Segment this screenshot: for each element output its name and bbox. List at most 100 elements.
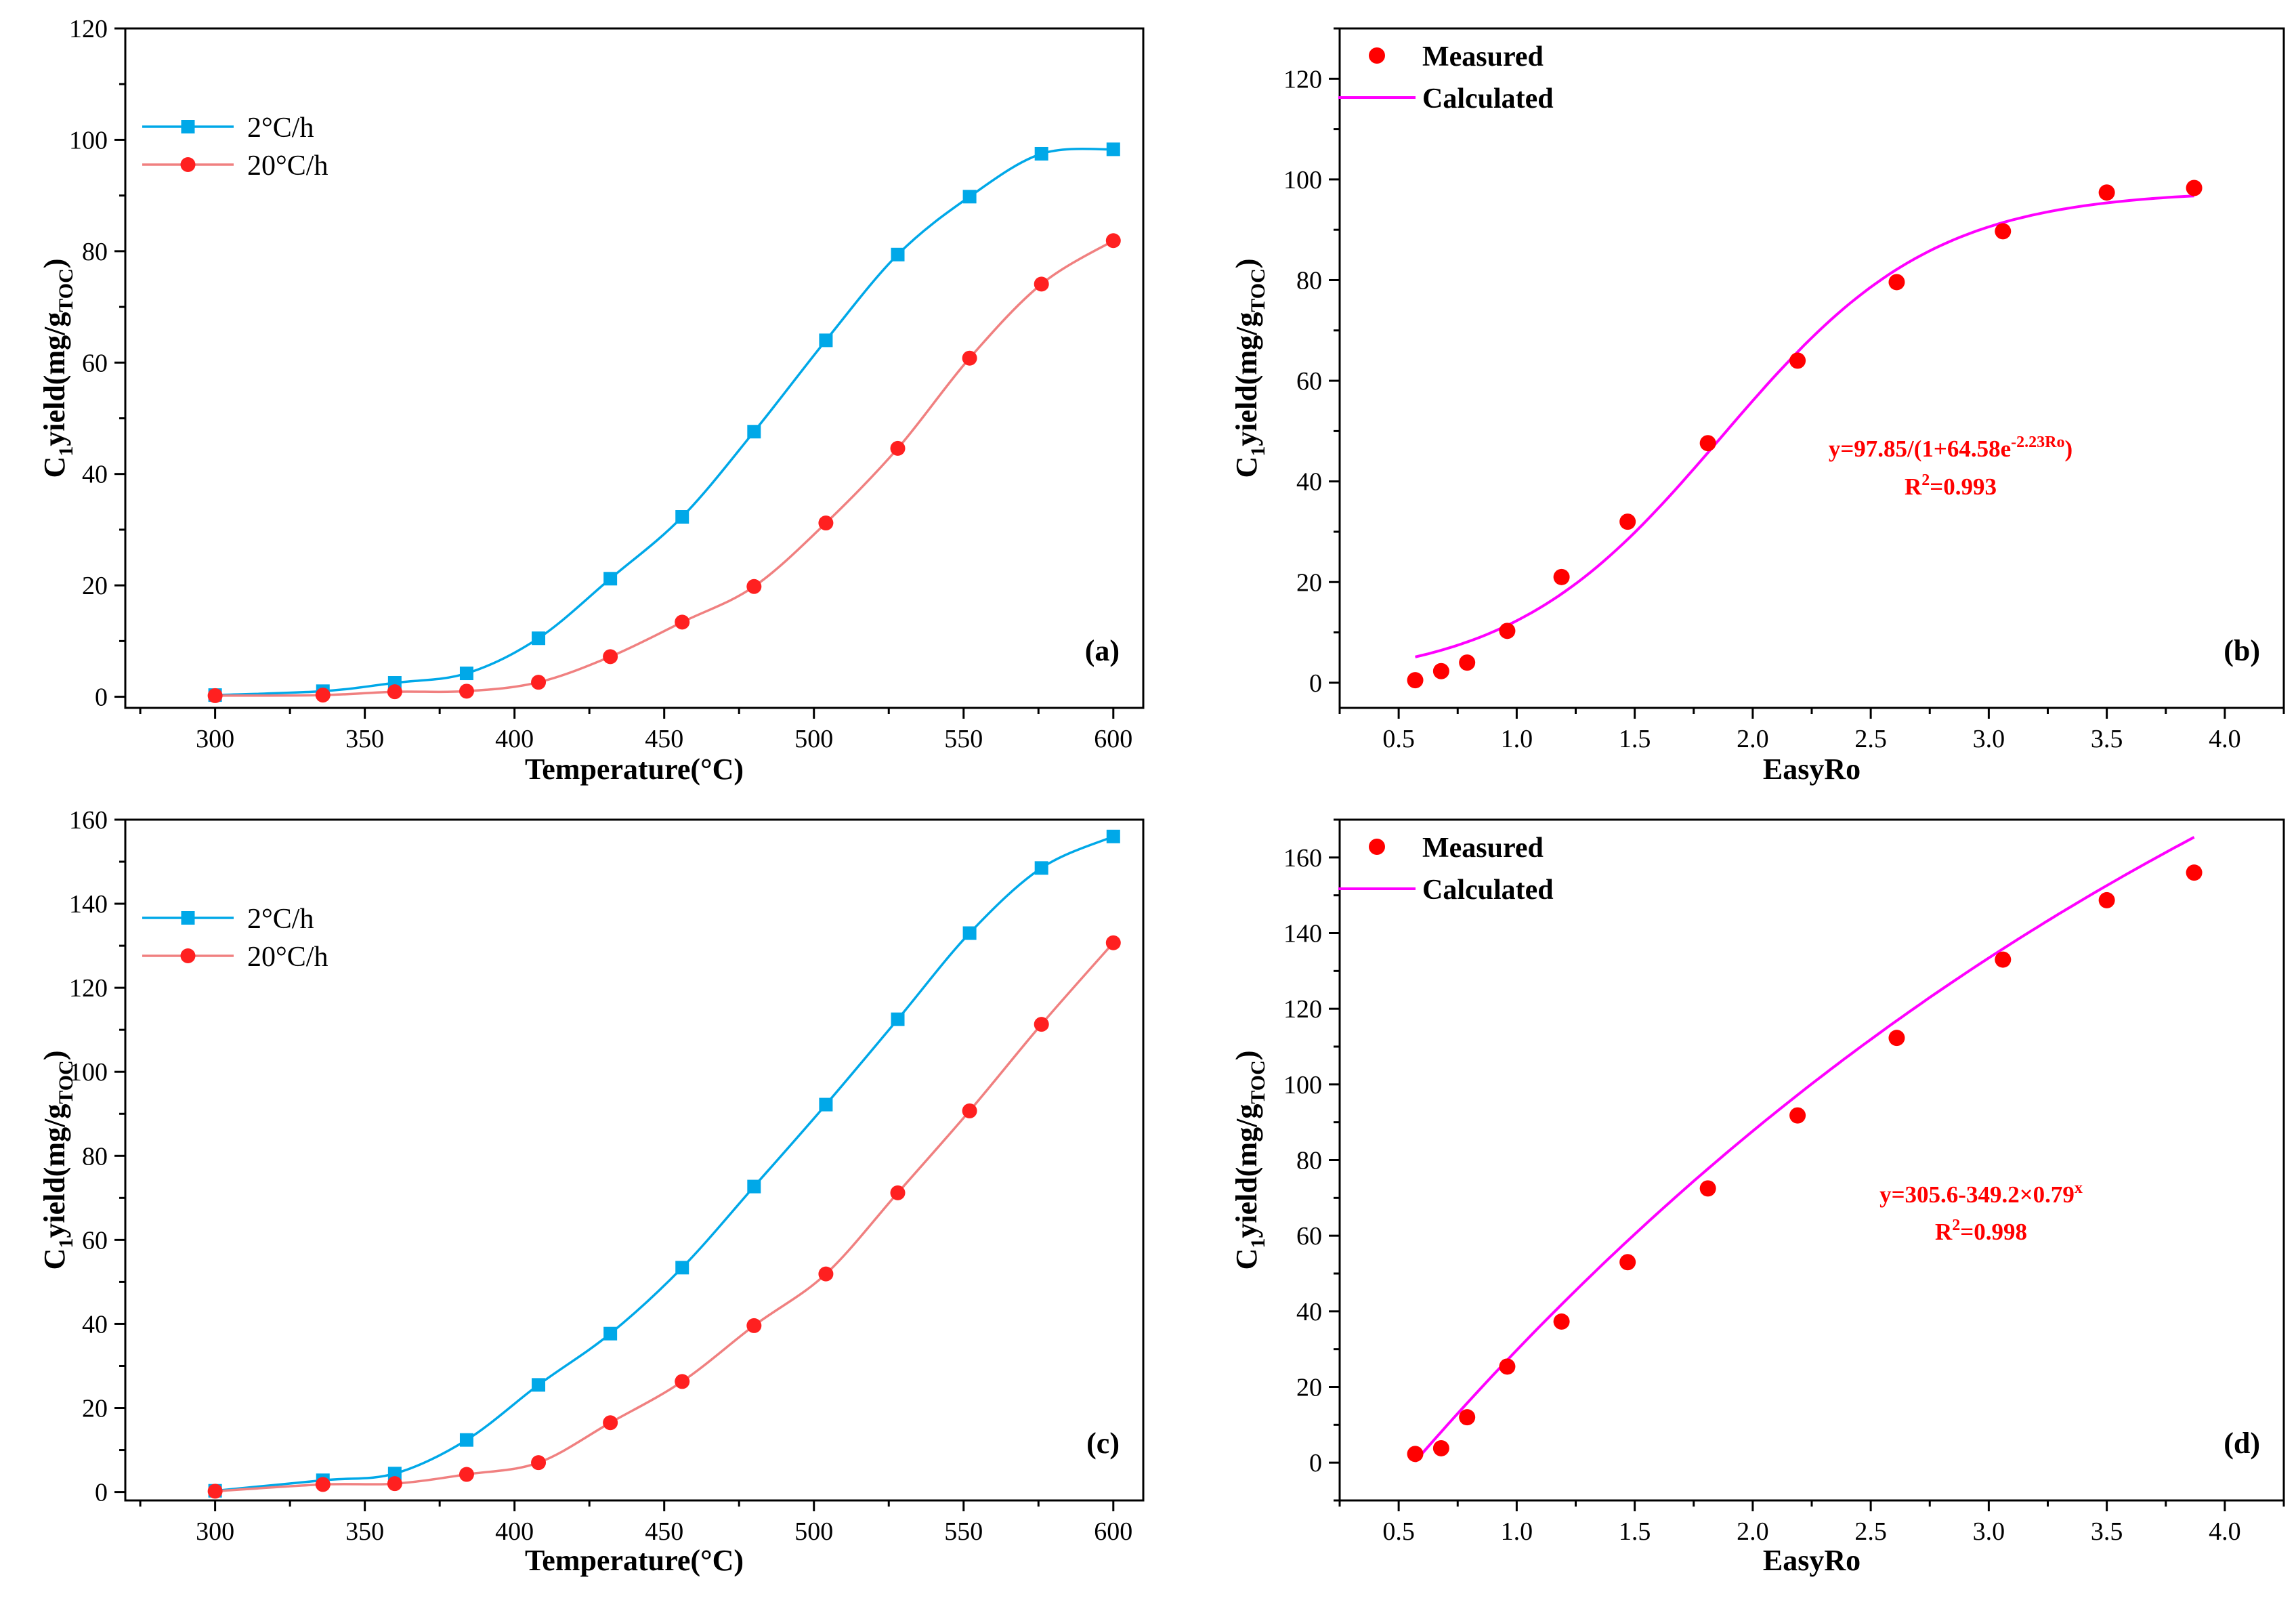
r-squared-superscript: 2 <box>1921 471 1930 489</box>
measured-point <box>1699 435 1716 452</box>
measured-point <box>1407 1446 1424 1463</box>
legend-marker-measured <box>1369 839 1385 855</box>
data-point-square <box>962 190 977 204</box>
measured-point <box>1888 1030 1905 1047</box>
data-point-square <box>747 425 761 439</box>
x-tick-label: 1.0 <box>1501 1517 1533 1546</box>
measured-point <box>1619 1254 1636 1271</box>
y-axis-title-subscript: TOC <box>1247 268 1269 312</box>
data-point-circle <box>387 684 402 700</box>
x-tick-label: 550 <box>944 1517 983 1546</box>
legend-marker-measured <box>1369 47 1385 64</box>
y-axis-title-end: ) <box>38 1051 71 1061</box>
measured-point <box>1407 672 1424 689</box>
y-tick-label: 140 <box>69 890 108 919</box>
measured-point <box>1499 1358 1516 1375</box>
data-point-square <box>532 631 546 646</box>
x-tick-label: 300 <box>196 725 234 753</box>
data-point-square <box>387 1467 402 1481</box>
x-axis-title: EasyRo <box>1763 1544 1861 1577</box>
x-tick-label: 350 <box>345 1517 384 1546</box>
data-point-circle <box>962 1103 977 1118</box>
measured-point <box>1553 568 1570 585</box>
series-line-1 <box>215 239 1114 697</box>
y-tick-label: 0 <box>95 684 108 712</box>
data-point-circle <box>603 1415 618 1431</box>
y-tick-label: 20 <box>82 572 108 600</box>
y-axis-title-main: C <box>1230 1248 1263 1270</box>
panel-d: 0.5 1.0 1.5 2.0 2.5 3.0 3.5 4.0 0 20 40 60 80 100 120 1… <box>1230 818 2285 1577</box>
plot-frame <box>1338 818 2285 1502</box>
legend-label: 20°C/h <box>247 942 328 973</box>
legend-marker-circle <box>180 157 196 172</box>
legend-label-measured: Measured <box>1422 41 1544 72</box>
measured-point <box>1459 1409 1476 1426</box>
plot-frame <box>124 27 1145 709</box>
data-point-circle <box>315 688 331 703</box>
data-point-square <box>891 247 905 261</box>
y-tick-label: 60 <box>82 349 108 377</box>
data-point-square <box>747 1179 761 1194</box>
fit-equation-main: y=97.85/(1+64.58e <box>1829 436 2011 462</box>
x-tick-label: 600 <box>1094 725 1132 753</box>
measured-point <box>1995 223 2012 240</box>
legend-marker-square <box>181 911 195 925</box>
x-axis-title: Temperature(°C) <box>525 753 744 786</box>
r-squared: R2=0.998 <box>1935 1217 2027 1245</box>
data-point-square <box>819 333 833 348</box>
data-point-square <box>532 1378 546 1392</box>
x-tick-label: 4.0 <box>2209 725 2241 753</box>
y-axis-title-subscript: 1 <box>1247 1238 1269 1248</box>
x-axis-title: Temperature(°C) <box>525 1544 744 1577</box>
y-tick-label: 40 <box>82 461 108 489</box>
panel-label: (b) <box>2224 634 2260 667</box>
data-point-circle <box>531 675 547 690</box>
panel-label: (d) <box>2224 1427 2260 1460</box>
y-tick-label: 120 <box>69 974 108 1003</box>
y-axis-title-end: ) <box>1230 259 1263 269</box>
y-tick-label: 160 <box>1283 844 1322 872</box>
y-tick-label: 100 <box>1283 1071 1322 1099</box>
data-point-circle <box>1105 233 1121 249</box>
data-point-square <box>459 1433 473 1447</box>
y-tick-label: 80 <box>1296 1147 1322 1175</box>
x-tick-label: 400 <box>495 725 534 753</box>
measured-point <box>1499 623 1516 639</box>
data-point-square <box>675 1261 689 1275</box>
x-tick-label: 550 <box>944 725 983 753</box>
legend-label: 2°C/h <box>247 904 314 935</box>
y-axis-title-subscript: TOC <box>1247 1060 1269 1103</box>
panel-label: (c) <box>1086 1427 1120 1460</box>
x-tick-label: 450 <box>645 1517 683 1546</box>
x-tick-label: 0.5 <box>1382 725 1415 753</box>
fit-equation-superscript: -2.23Ro <box>2011 434 2064 451</box>
y-axis-title-end: ) <box>1230 1051 1263 1061</box>
y-tick-label: 20 <box>1296 1374 1322 1402</box>
y-tick-label: 100 <box>69 1058 108 1087</box>
fit-equation: y=305.6-349.2×0.79x <box>1879 1179 2083 1208</box>
data-point-circle <box>1034 276 1049 292</box>
y-tick-label: 0 <box>1309 1449 1322 1477</box>
data-point-circle <box>1034 1017 1049 1032</box>
data-point-square <box>1034 861 1048 875</box>
y-axis-title-subscript: TOC <box>55 1060 77 1103</box>
y-tick-label: 0 <box>95 1479 108 1507</box>
data-point-square <box>1106 142 1120 156</box>
y-tick-label: 40 <box>1296 468 1322 497</box>
y-tick-label: 120 <box>1283 995 1322 1024</box>
y-tick-label: 60 <box>1296 1222 1322 1250</box>
x-tick-label: 3.0 <box>1973 1517 2005 1546</box>
measured-point <box>2098 891 2115 908</box>
data-point-square <box>459 667 473 681</box>
panel-a: 300 350 400 450 500 550 600 0 20 40 60 80 100 120 Temp… <box>38 15 1145 786</box>
fit-equation-superscript: x <box>2075 1179 2083 1197</box>
measured-point <box>1432 663 1449 679</box>
measured-point <box>1699 1180 1716 1197</box>
y-tick-label: 80 <box>82 1142 108 1171</box>
measured-point <box>1619 513 1636 530</box>
y-axis-title-main: C <box>38 1248 71 1270</box>
data-point-circle <box>603 649 618 665</box>
data-point-circle <box>315 1477 331 1492</box>
y-axis-title-mid: yield(mg/g <box>38 312 71 446</box>
